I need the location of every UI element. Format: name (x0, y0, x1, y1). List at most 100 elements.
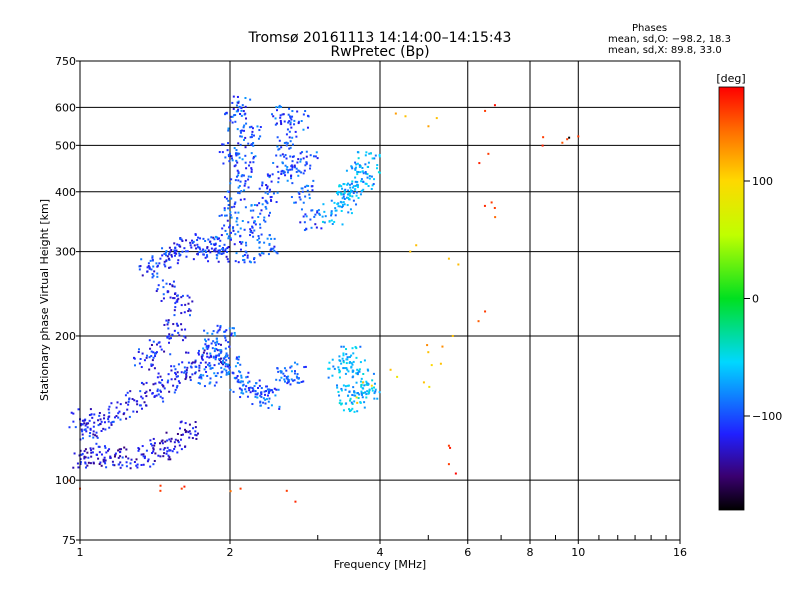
data-point (234, 233, 237, 236)
data-point (260, 233, 263, 236)
data-point (239, 131, 242, 134)
data-point (335, 191, 338, 194)
data-point (240, 114, 243, 117)
data-point (368, 175, 371, 178)
data-point (447, 444, 450, 447)
data-point (229, 119, 232, 122)
data-point (249, 234, 252, 237)
data-point (216, 324, 219, 327)
data-point (354, 176, 357, 179)
data-point (371, 389, 374, 392)
data-point (167, 290, 170, 293)
data-point (212, 236, 215, 239)
data-point (277, 148, 280, 151)
data-point (347, 394, 350, 397)
data-point (354, 188, 357, 191)
data-point (175, 386, 178, 389)
data-point (376, 397, 379, 400)
data-point (220, 376, 223, 379)
data-point (355, 356, 358, 359)
data-point (225, 371, 228, 374)
data-point (191, 373, 194, 376)
data-point (483, 204, 486, 207)
data-point (363, 359, 366, 362)
data-point (184, 428, 187, 431)
data-point (342, 359, 345, 362)
y-tick-label: 75 (62, 534, 76, 547)
data-point (167, 319, 170, 322)
data-point (218, 249, 221, 252)
data-point (284, 154, 287, 157)
data-point (185, 369, 188, 372)
data-point (184, 378, 187, 381)
data-point (244, 154, 247, 157)
data-point (181, 339, 184, 342)
data-point (316, 210, 319, 213)
data-point (252, 141, 255, 144)
data-point (186, 366, 189, 369)
data-point (253, 258, 256, 261)
grid-lines (80, 61, 680, 540)
data-point (229, 366, 231, 369)
data-point (357, 157, 360, 160)
data-point (221, 363, 224, 366)
data-point (151, 255, 154, 258)
data-point (242, 126, 245, 129)
data-point (195, 437, 198, 440)
data-point (362, 172, 365, 175)
y-tick-label: 100 (55, 474, 76, 487)
data-point (285, 141, 288, 144)
data-point (302, 380, 305, 383)
data-point (346, 204, 349, 207)
data-point (254, 393, 257, 396)
data-point (218, 353, 221, 356)
data-point (236, 152, 239, 155)
data-point (328, 220, 331, 223)
data-point (177, 380, 180, 383)
data-point (175, 300, 178, 303)
data-point (276, 109, 279, 112)
data-point (346, 193, 349, 196)
data-point (151, 359, 154, 362)
data-point (359, 380, 362, 383)
data-point (236, 169, 239, 172)
data-point (257, 216, 260, 219)
data-point (378, 154, 381, 157)
colorbar (718, 86, 745, 511)
data-point (136, 403, 139, 406)
data-point (145, 356, 148, 359)
data-point (239, 235, 242, 238)
data-point (279, 119, 282, 122)
data-point (289, 123, 292, 126)
data-point (370, 175, 373, 178)
data-point (249, 98, 252, 101)
data-point (286, 166, 289, 169)
data-point (145, 395, 148, 398)
data-point (142, 383, 145, 386)
data-point (222, 143, 225, 146)
data-point (169, 250, 172, 253)
data-point (152, 463, 155, 466)
data-point (216, 349, 219, 352)
data-point (174, 247, 177, 250)
data-point (324, 215, 327, 218)
data-point (259, 401, 262, 404)
data-point (259, 394, 262, 397)
data-point (295, 170, 298, 173)
data-point (79, 449, 82, 452)
data-point (313, 215, 316, 218)
data-point (200, 377, 203, 380)
data-point (361, 393, 364, 396)
data-point (125, 448, 128, 451)
data-point (409, 250, 412, 253)
data-point (136, 400, 139, 403)
data-point (190, 246, 193, 249)
data-point (449, 446, 452, 449)
data-point (166, 381, 169, 384)
data-point (230, 334, 233, 337)
data-point (296, 161, 299, 164)
data-point (290, 196, 293, 199)
data-point (159, 375, 162, 378)
data-point (231, 121, 234, 124)
x-axis-label: Frequency [MHz] (334, 558, 426, 571)
